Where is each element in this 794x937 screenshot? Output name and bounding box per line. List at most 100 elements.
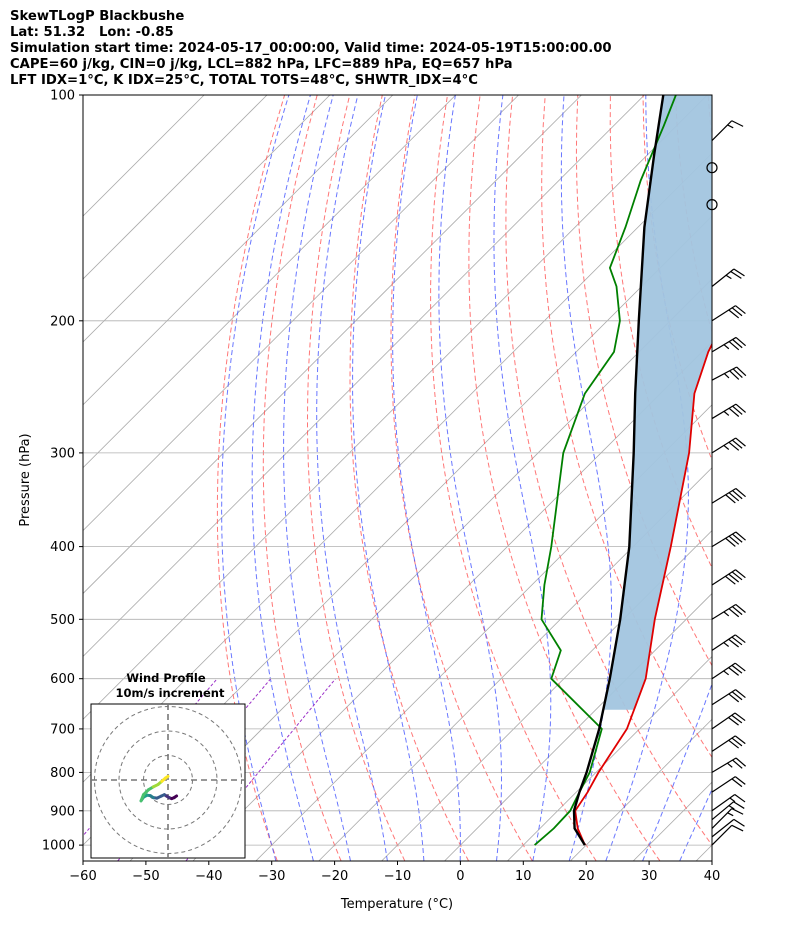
simulation-time-info: Simulation start time: 2024-05-17_00:00:… bbox=[10, 41, 612, 56]
dry-adiabat-line bbox=[349, 95, 470, 861]
hodograph-title: Wind Profile bbox=[126, 671, 206, 685]
dry-adiabat-line bbox=[430, 95, 597, 861]
x-tick-label: −10 bbox=[384, 869, 411, 884]
dry-adiabat-line bbox=[505, 95, 712, 846]
isotherm-line bbox=[83, 95, 708, 720]
isotherm-line bbox=[318, 467, 712, 861]
isotherm-line bbox=[83, 95, 331, 343]
x-tick-label: −50 bbox=[132, 869, 159, 884]
moist-adiabat-line bbox=[605, 95, 689, 861]
y-tick-label: 300 bbox=[50, 446, 75, 461]
x-tick-label: −20 bbox=[321, 869, 348, 884]
hodograph-inset: Wind Profile 10m/s increment bbox=[90, 671, 246, 859]
isotherm-line bbox=[381, 530, 712, 861]
x-tick-label: 0 bbox=[456, 869, 464, 884]
x-tick-label: −60 bbox=[69, 869, 96, 884]
dry-adiabat-line bbox=[307, 95, 406, 861]
y-tick-label: 200 bbox=[50, 314, 75, 329]
wind-barb bbox=[711, 824, 744, 846]
dry-adiabat-line bbox=[262, 95, 342, 861]
calm-wind-marker bbox=[706, 162, 718, 174]
wind-barb bbox=[711, 569, 746, 586]
isotherm-line bbox=[83, 95, 645, 657]
wind-barb bbox=[711, 634, 746, 651]
wind-barb bbox=[711, 712, 746, 730]
moist-adiabat-line bbox=[438, 95, 502, 861]
temperature-line bbox=[574, 342, 712, 846]
y-tick-label: 1000 bbox=[42, 839, 75, 854]
wind-barbs bbox=[706, 120, 747, 846]
x-tick-label: 40 bbox=[704, 869, 721, 884]
y-tick-label: 500 bbox=[50, 613, 75, 628]
x-tick-label: 30 bbox=[641, 869, 658, 884]
stability-indices-line1: CAPE=60 j/kg, CIN=0 j/kg, LCL=882 hPa, L… bbox=[10, 57, 513, 72]
isotherm-line bbox=[129, 278, 712, 861]
wind-barb bbox=[711, 689, 746, 706]
wind-barb bbox=[711, 487, 746, 504]
wind-barb bbox=[711, 808, 744, 829]
chart-title: SkewTLogP Blackbushe bbox=[10, 9, 185, 24]
calm-wind-marker bbox=[706, 199, 718, 211]
cape-area bbox=[603, 95, 712, 710]
isotherm-line bbox=[83, 95, 394, 406]
moist-adiabat-line bbox=[283, 95, 351, 861]
isotherm-line bbox=[570, 718, 712, 861]
isotherm-line bbox=[444, 592, 712, 861]
isotherm-line bbox=[83, 95, 456, 469]
y-tick-label: 900 bbox=[50, 804, 75, 819]
x-tick-label: 10 bbox=[515, 869, 532, 884]
isotherm-line bbox=[83, 95, 582, 595]
wind-barb bbox=[711, 603, 746, 620]
moist-adiabat-line bbox=[642, 682, 712, 861]
y-tick-label: 700 bbox=[50, 722, 75, 737]
moist-adiabat-line bbox=[560, 95, 612, 861]
wind-barb bbox=[711, 120, 744, 141]
x-tick-label: 20 bbox=[578, 869, 595, 884]
dry-adiabat-lines bbox=[216, 95, 794, 861]
x-tick-label: −40 bbox=[195, 869, 222, 884]
hodograph-segment bbox=[164, 774, 170, 780]
wind-barb bbox=[711, 735, 746, 752]
isotherm-line bbox=[83, 95, 519, 532]
moist-adiabat-line bbox=[392, 95, 461, 861]
isotherm-line bbox=[507, 655, 712, 861]
moist-adiabat-line bbox=[679, 788, 712, 861]
moist-adiabat-line bbox=[352, 95, 425, 861]
cape-fill bbox=[603, 95, 712, 710]
y-tick-label: 800 bbox=[50, 766, 75, 781]
wind-barb bbox=[711, 336, 747, 353]
dry-adiabat-line bbox=[216, 95, 286, 861]
hodograph-subtitle: 10m/s increment bbox=[116, 686, 225, 700]
x-axis-label: Temperature (°C) bbox=[340, 897, 453, 912]
moist-adiabat-line bbox=[493, 95, 552, 861]
x-tick-label: −30 bbox=[258, 869, 285, 884]
location-info: Lat: 51.32 Lon: -0.85 bbox=[10, 25, 174, 40]
wind-barb bbox=[711, 403, 747, 420]
moist-adiabat-line bbox=[316, 95, 388, 861]
profile-lines bbox=[534, 95, 712, 846]
moist-adiabat-line bbox=[221, 95, 290, 861]
y-tick-label: 400 bbox=[50, 540, 75, 555]
dry-adiabat-line bbox=[468, 95, 661, 861]
y-axis-ticks: 1000 900 800 700 600 500 400 300 200 100 bbox=[42, 89, 83, 854]
wind-barb bbox=[711, 268, 745, 287]
x-axis-ticks: −60 −50 −40 −30 −20 −10 0 10 20 30 40 bbox=[69, 861, 720, 884]
wind-barb bbox=[711, 757, 747, 773]
wind-barb bbox=[711, 662, 746, 680]
wind-barb bbox=[711, 305, 746, 322]
dry-adiabat-line bbox=[541, 95, 712, 759]
moist-adiabat-lines bbox=[221, 95, 712, 861]
wind-barb bbox=[711, 776, 746, 793]
moist-adiabat-line bbox=[251, 95, 314, 861]
wind-barb bbox=[711, 794, 746, 812]
wind-barb bbox=[711, 437, 746, 454]
dry-adiabat-line bbox=[773, 95, 794, 861]
wind-barb bbox=[711, 801, 745, 821]
parcel-line bbox=[572, 95, 665, 846]
wind-barb bbox=[711, 818, 745, 838]
y-tick-label: 600 bbox=[50, 672, 75, 687]
y-tick-label: 100 bbox=[50, 89, 75, 104]
y-axis-label: Pressure (hPa) bbox=[18, 433, 33, 526]
dry-adiabat-line bbox=[390, 95, 533, 861]
dry-adiabat-line bbox=[741, 95, 794, 861]
